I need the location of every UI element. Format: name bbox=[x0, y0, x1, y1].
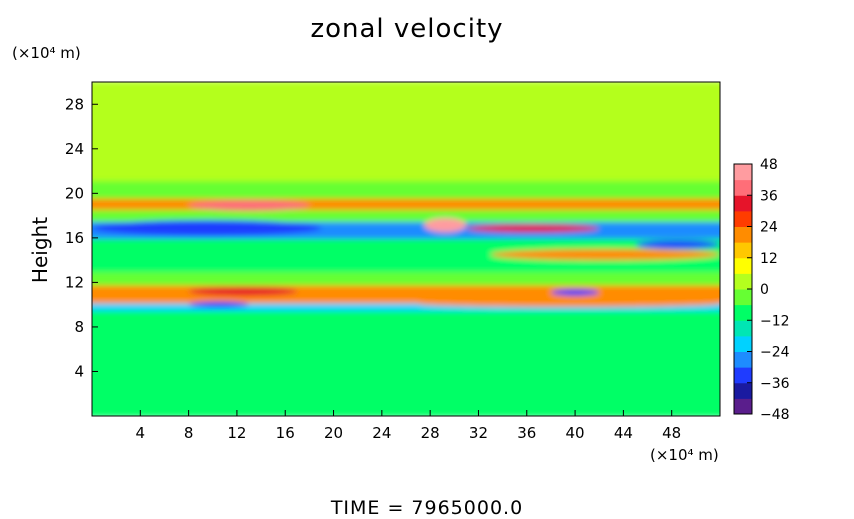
x-tick-label: 36 bbox=[517, 424, 536, 442]
heatmap-feature-0 bbox=[188, 200, 310, 212]
colorbar-swatch bbox=[734, 242, 752, 259]
colorbar-swatch bbox=[734, 164, 752, 181]
x-tick-label: 32 bbox=[469, 424, 488, 442]
heatmap-feature-9 bbox=[490, 249, 720, 261]
x-tick-label: 16 bbox=[276, 424, 295, 442]
colorbar-swatch bbox=[734, 304, 752, 321]
chart-title: zonal velocity bbox=[310, 14, 504, 44]
time-label: TIME = 7965000.0 bbox=[330, 497, 524, 519]
colorbar-tick-label: 36 bbox=[760, 188, 778, 204]
y-tick-label: 20 bbox=[65, 184, 84, 202]
colorbar-swatch bbox=[734, 273, 752, 290]
colorbar-swatch bbox=[734, 226, 752, 243]
heatmap-band-9 bbox=[92, 82, 720, 181]
y-tick-label: 24 bbox=[65, 140, 84, 158]
y-tick-label: 12 bbox=[65, 273, 84, 291]
heatmap-band-3 bbox=[92, 270, 720, 286]
colorbar-swatch bbox=[734, 289, 752, 306]
colorbar-swatch bbox=[734, 195, 752, 212]
heatmap-band-6 bbox=[92, 207, 720, 223]
colorbar-swatch bbox=[734, 367, 752, 384]
colorbar-swatch bbox=[734, 398, 752, 415]
x-axis-unit: (×10⁴ m) bbox=[650, 446, 719, 464]
colorbar-swatch bbox=[734, 382, 752, 399]
heatmap-feature-3 bbox=[188, 301, 249, 308]
plot-frame bbox=[91, 81, 721, 417]
colorbar-swatch bbox=[734, 335, 752, 352]
x-tick-label: 44 bbox=[614, 424, 633, 442]
colorbar-tick-label: −36 bbox=[760, 376, 790, 392]
x-tick-label: 40 bbox=[566, 424, 585, 442]
x-axis: 4 8 12 16 20 24 28 32 36 40 44 48 bbox=[136, 410, 681, 442]
colorbar-tick-label: −24 bbox=[760, 345, 790, 361]
colorbar-tick-label: 48 bbox=[760, 157, 778, 173]
colorbar-tick-label: −48 bbox=[760, 407, 790, 423]
y-axis-unit: (×10⁴ m) bbox=[12, 44, 81, 62]
colorbar-tick-label: 12 bbox=[760, 251, 778, 267]
x-tick-label: 24 bbox=[372, 424, 391, 442]
x-tick-label: 12 bbox=[227, 424, 246, 442]
y-tick-label: 16 bbox=[65, 229, 84, 247]
heatmap-feature-1 bbox=[92, 220, 322, 236]
heatmap-band-8 bbox=[92, 178, 720, 199]
colorbar-swatch bbox=[734, 179, 752, 196]
colorbar: 48 36 24 12 0 −12 −24 −36 −48 bbox=[733, 157, 790, 423]
x-tick-label: 28 bbox=[421, 424, 440, 442]
heatmap-feature-2 bbox=[188, 286, 298, 296]
heatmap-feature-4 bbox=[424, 217, 467, 233]
x-tick-label: 48 bbox=[662, 424, 681, 442]
heatmap-band-1 bbox=[92, 301, 720, 312]
y-tick-label: 28 bbox=[65, 95, 84, 113]
colorbar-swatch bbox=[734, 210, 752, 227]
heatmap-feature-8 bbox=[418, 300, 720, 307]
x-tick-label: 20 bbox=[324, 424, 343, 442]
heatmap-field bbox=[92, 82, 720, 416]
heatmap-feature-7 bbox=[635, 240, 720, 249]
colorbar-tick-label: 0 bbox=[760, 282, 769, 298]
colorbar-swatch bbox=[734, 351, 752, 368]
y-tick-label: 8 bbox=[74, 318, 84, 336]
y-tick-label: 4 bbox=[74, 362, 84, 380]
x-tick-label: 4 bbox=[136, 424, 146, 442]
colorbar-swatch bbox=[734, 320, 752, 337]
colorbar-tick-label: 24 bbox=[760, 220, 778, 236]
x-tick-label: 8 bbox=[184, 424, 194, 442]
colorbar-tick-label: −12 bbox=[760, 313, 790, 329]
heatmap-band-0 bbox=[92, 309, 720, 416]
heatmap-feature-6 bbox=[550, 289, 600, 296]
heatmap-band-2 bbox=[92, 283, 720, 304]
colorbar-swatch bbox=[734, 257, 752, 274]
y-axis: 4 8 12 16 20 24 28 bbox=[65, 95, 98, 380]
heatmap-feature-5 bbox=[466, 224, 600, 233]
